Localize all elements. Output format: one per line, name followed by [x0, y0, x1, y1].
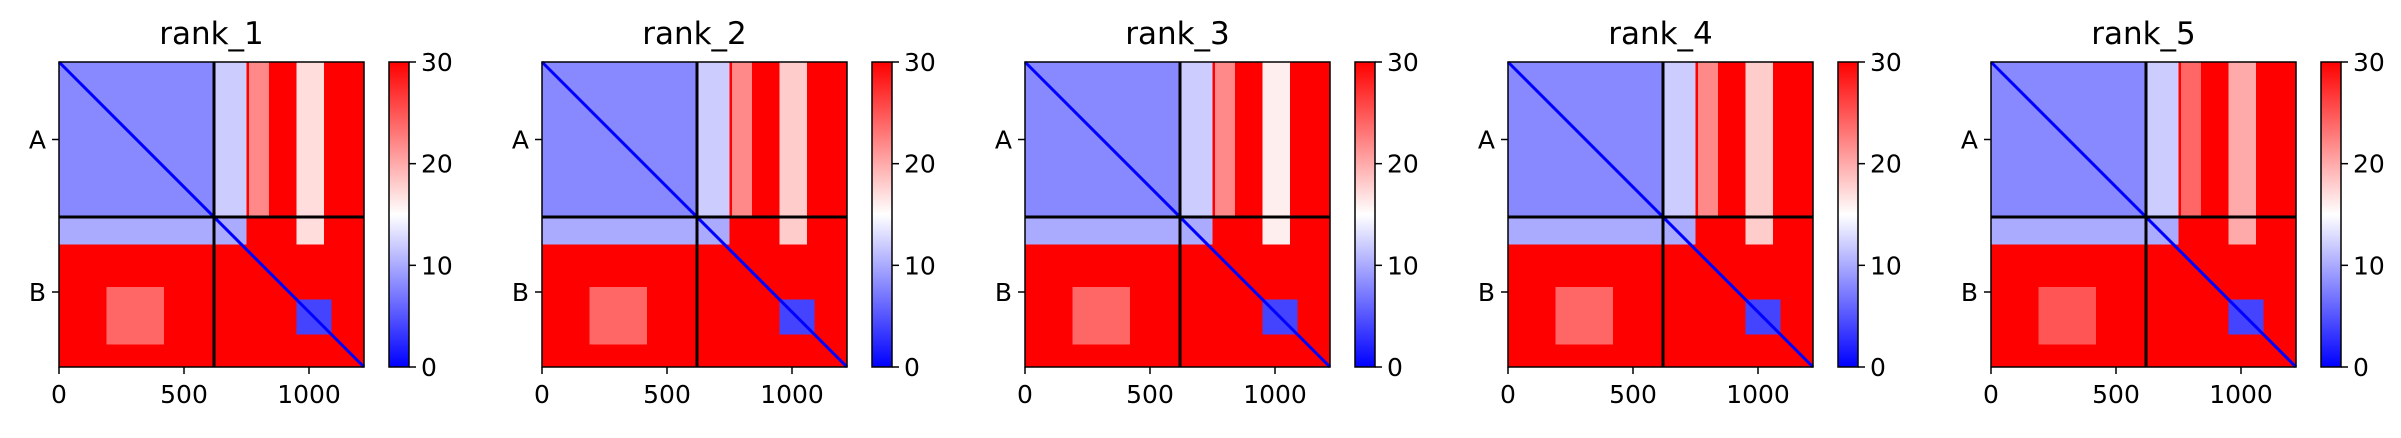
- heatmap-diagonal: [1506, 60, 1815, 369]
- heatmap-block: [1215, 62, 1235, 217]
- x-tick-label: 500: [2092, 380, 2140, 409]
- x-tick-label: 1000: [1243, 380, 1307, 409]
- colorbar-tick-label: 30: [421, 48, 453, 77]
- heatmap-diagonal: [1023, 60, 1332, 369]
- heatmap-block: [1180, 62, 1213, 217]
- x-tick-label: 0: [51, 380, 67, 409]
- x-tick-label: 0: [1983, 380, 1999, 409]
- plot-frame: [541, 61, 848, 368]
- x-tick-label: 0: [534, 380, 550, 409]
- colorbar-tick-label: 10: [1870, 251, 1902, 280]
- y-tick-label: B: [29, 278, 46, 307]
- y-tick-label: A: [995, 126, 1012, 155]
- plot-frame: [58, 61, 365, 368]
- y-tick-label: B: [512, 278, 529, 307]
- heatmap-block: [1262, 62, 1290, 245]
- heatmap-block: [1745, 62, 1773, 245]
- colorbar-tick-label: 10: [904, 251, 936, 280]
- colorbar-tick-label: 20: [2353, 150, 2385, 179]
- heatmap-block: [2181, 62, 2201, 217]
- heatmap-block: [1072, 287, 1130, 345]
- y-tick-label: B: [995, 278, 1012, 307]
- pae-panel-4: rank_4 0 500 1000 A B 0 10 20 30: [1478, 16, 1902, 409]
- y-tick-label: A: [512, 126, 529, 155]
- heatmap-block: [106, 287, 164, 345]
- panel-title: rank_4: [1608, 16, 1713, 52]
- y-tick-label: A: [1478, 126, 1495, 155]
- colorbar-tick-label: 0: [1387, 353, 1403, 382]
- plot-frame: [1990, 61, 2297, 368]
- heatmap-block: [296, 62, 324, 245]
- pae-panel-2: rank_2 0 500 1000 A B 0 10 20 30: [512, 16, 936, 409]
- heatmap-block: [2038, 287, 2096, 345]
- x-tick-label: 500: [160, 380, 208, 409]
- heatmap-block: [1555, 287, 1613, 345]
- x-tick-label: 0: [1017, 380, 1033, 409]
- y-tick-label: A: [29, 126, 46, 155]
- pae-panel-5: rank_5 0 500 1000 A B 0 10 20 30: [1961, 16, 2385, 409]
- y-tick-label: A: [1961, 126, 1978, 155]
- colorbar-tick-label: 10: [1387, 251, 1419, 280]
- x-tick-label: 1000: [2209, 380, 2273, 409]
- panel-title: rank_1: [159, 16, 264, 52]
- x-tick-label: 0: [1500, 380, 1516, 409]
- pae-panel-3: rank_3 0 500 1000 A B 0 10 20 30: [995, 16, 1419, 409]
- heatmap-block: [697, 62, 730, 217]
- plot-frame: [1507, 61, 1814, 368]
- plot-frame: [1024, 61, 1331, 368]
- colorbar-tick-label: 10: [421, 251, 453, 280]
- colorbar-tick-label: 20: [1387, 150, 1419, 179]
- x-tick-label: 500: [1126, 380, 1174, 409]
- colorbar: [1354, 61, 1376, 368]
- colorbar-tick-label: 0: [904, 353, 920, 382]
- heatmap-block: [2146, 62, 2179, 217]
- colorbar-tick-label: 0: [2353, 353, 2369, 382]
- panel-title: rank_3: [1125, 16, 1230, 52]
- heatmap-diagonal: [57, 60, 366, 369]
- colorbar: [388, 61, 410, 368]
- colorbar-tick-label: 10: [2353, 251, 2385, 280]
- colorbar-tick-label: 20: [421, 150, 453, 179]
- x-tick-label: 1000: [1726, 380, 1790, 409]
- colorbar-tick-label: 0: [421, 353, 437, 382]
- heatmap-block: [1663, 62, 1696, 217]
- heatmap-diagonal: [1989, 60, 2298, 369]
- x-tick-label: 1000: [277, 380, 341, 409]
- heatmap-block: [214, 62, 247, 217]
- colorbar-tick-label: 30: [1870, 48, 1902, 77]
- panel-title: rank_5: [2091, 16, 2196, 52]
- x-tick-label: 500: [1609, 380, 1657, 409]
- y-tick-label: B: [1478, 278, 1495, 307]
- heatmap-diagonal: [540, 60, 849, 369]
- x-tick-label: 500: [643, 380, 691, 409]
- colorbar-tick-label: 20: [904, 150, 936, 179]
- x-tick-label: 1000: [760, 380, 824, 409]
- heatmap-block: [1698, 62, 1718, 217]
- colorbar-tick-label: 30: [904, 48, 936, 77]
- colorbar-tick-label: 30: [1387, 48, 1419, 77]
- pae-panel-1: rank_1 0 500 1000 A B 0 10 20 30: [29, 16, 453, 409]
- heatmap-block: [589, 287, 647, 345]
- colorbar: [1837, 61, 1859, 368]
- heatmap-block: [2228, 62, 2256, 245]
- panel-title: rank_2: [642, 16, 747, 52]
- colorbar: [2320, 61, 2342, 368]
- heatmap-block: [249, 62, 269, 217]
- colorbar-tick-label: 0: [1870, 353, 1886, 382]
- heatmap-block: [779, 62, 807, 245]
- colorbar-tick-label: 20: [1870, 150, 1902, 179]
- colorbar: [871, 61, 893, 368]
- colorbar-tick-label: 30: [2353, 48, 2385, 77]
- y-tick-label: B: [1961, 278, 1978, 307]
- heatmap-block: [732, 62, 752, 217]
